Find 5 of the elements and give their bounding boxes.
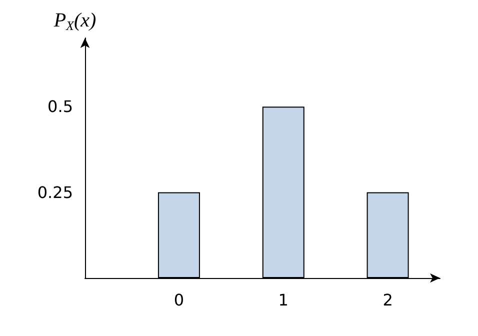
y-tick-label: 0.25 <box>37 182 73 202</box>
x-tick-label: 0 <box>174 290 184 310</box>
x-tick-label: 1 <box>278 290 288 310</box>
y-tick-label: 0.5 <box>48 97 73 116</box>
x-tick-label: 2 <box>382 290 393 310</box>
